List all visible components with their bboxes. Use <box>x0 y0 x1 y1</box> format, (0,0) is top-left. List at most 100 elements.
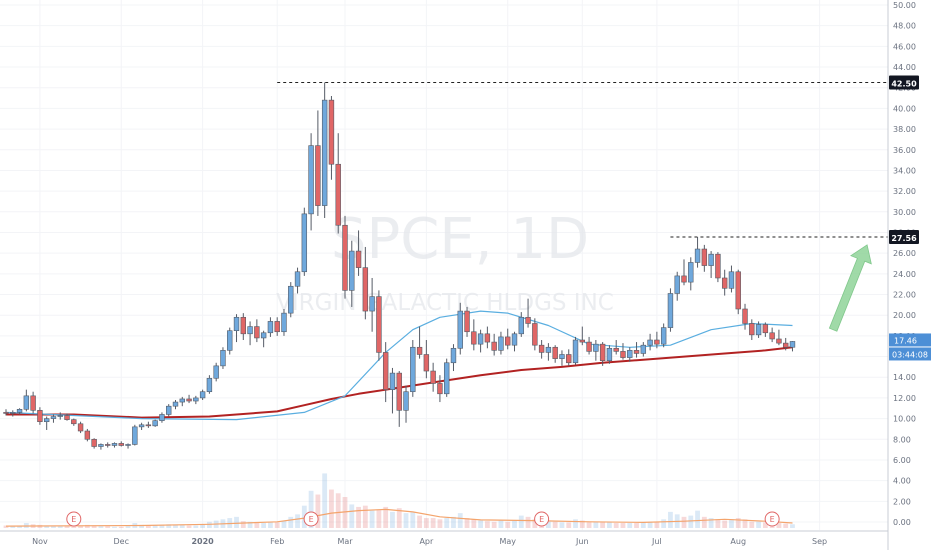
candle <box>599 342 606 366</box>
earnings-marker[interactable]: E <box>66 511 82 527</box>
candle-body-down <box>423 354 430 372</box>
candle <box>342 215 348 299</box>
volume-bar <box>315 494 321 528</box>
volume-bar <box>749 521 755 528</box>
candle-body-down <box>430 370 436 384</box>
volume-bar <box>193 525 199 528</box>
earnings-marker[interactable]: E <box>534 511 550 527</box>
candle-body-up <box>16 408 23 413</box>
candle <box>247 321 253 346</box>
volume-bar <box>84 524 90 528</box>
candle <box>132 424 138 446</box>
candle-body-up <box>138 424 145 428</box>
up-arrow-annotation[interactable] <box>828 244 872 332</box>
volume-bar <box>335 493 341 528</box>
earnings-marker[interactable]: E <box>303 511 319 527</box>
candle <box>321 82 328 219</box>
volume-bar <box>410 511 416 528</box>
candle <box>84 428 91 442</box>
earnings-label: E <box>770 515 775 524</box>
candle <box>396 371 402 427</box>
time-axis[interactable]: Nov Dec 2020 Feb Mar Apr May Jun Jul Aug Sep <box>0 530 888 546</box>
candle-body-down <box>701 248 708 266</box>
volume-bar <box>437 519 443 528</box>
volume-bar <box>681 516 687 528</box>
candle <box>477 329 484 353</box>
candle <box>152 419 158 427</box>
candle <box>674 271 680 301</box>
volume-bar <box>498 520 504 528</box>
last-price-badge[interactable] <box>889 333 931 347</box>
candle <box>389 367 396 414</box>
candle <box>464 306 470 337</box>
last-price-label: 17.46 <box>894 336 917 345</box>
candle-body-up <box>10 412 16 414</box>
price-tick-label: 46.00 <box>893 42 916 51</box>
time-tick-label: Jun <box>575 537 589 546</box>
price-tick-label: 36.00 <box>893 146 916 155</box>
candle-body-up <box>50 416 57 419</box>
candle-body-up <box>647 339 653 346</box>
candle-body-up <box>308 145 314 215</box>
candle-body-up <box>288 285 294 314</box>
price-tick-label: 20.00 <box>893 311 916 320</box>
candle <box>57 412 63 420</box>
candle-body-down <box>681 275 687 283</box>
volume-bar <box>349 504 355 528</box>
volume-bar <box>708 518 714 528</box>
candle-body-down <box>484 333 491 343</box>
candle-body-down <box>254 326 260 339</box>
earnings-marker[interactable]: E <box>764 511 780 527</box>
volume-bar <box>790 524 795 528</box>
volume-bar <box>613 523 619 528</box>
volume-bar <box>166 524 172 528</box>
price-axis[interactable]: 0.002.004.006.008.0010.0012.0014.0016.00… <box>887 0 932 550</box>
arrow-up-icon[interactable] <box>828 244 872 332</box>
volume-bar <box>139 524 144 528</box>
volume-bar <box>735 518 741 528</box>
candle <box>606 345 613 364</box>
candle <box>315 110 321 216</box>
candle <box>179 396 185 407</box>
candle <box>98 443 104 450</box>
candle <box>382 342 389 403</box>
candle <box>43 416 50 430</box>
volume-bar <box>566 522 572 528</box>
candle-body-down <box>30 395 36 411</box>
volume-bar <box>586 522 592 528</box>
candle-body-up <box>281 312 287 333</box>
candle <box>355 230 362 276</box>
volume-bar <box>654 521 660 528</box>
candle-body-up <box>660 327 667 345</box>
volume-bars <box>3 473 795 528</box>
volume-bar <box>783 523 789 528</box>
candle-body-up <box>572 339 579 364</box>
price-tick-label: 22.00 <box>893 291 916 300</box>
volume-bar <box>478 520 483 528</box>
volume-bar <box>383 506 389 528</box>
candle <box>267 317 274 337</box>
candle <box>660 323 667 348</box>
volume-bar <box>471 519 477 528</box>
candle <box>186 394 192 404</box>
candle-body-up <box>789 341 796 348</box>
earnings-label: E <box>309 515 314 524</box>
candle <box>199 389 206 400</box>
candle-body-down <box>71 419 77 425</box>
candle-body-up <box>98 444 104 447</box>
candle-body-up <box>247 326 253 335</box>
volume-bar <box>64 526 70 528</box>
candle-body-up <box>559 354 565 359</box>
candle <box>735 269 741 315</box>
candle-body-up <box>518 316 524 335</box>
candle <box>593 340 599 361</box>
countdown-badge[interactable] <box>889 347 931 361</box>
volume-bar <box>268 521 273 528</box>
candle-body-up <box>708 253 714 266</box>
volume-bar <box>722 520 728 528</box>
volume-bar <box>3 525 9 528</box>
candle-body-up <box>627 350 633 358</box>
candle <box>620 343 626 360</box>
